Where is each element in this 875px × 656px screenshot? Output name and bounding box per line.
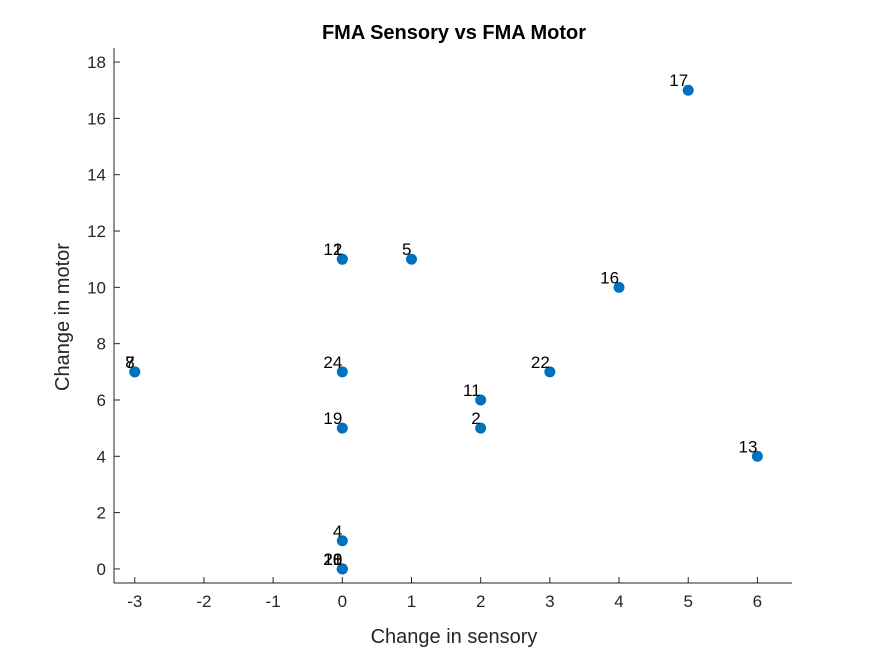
data-point (613, 281, 625, 293)
data-point (682, 84, 694, 96)
y-tick-label: 16 (87, 109, 106, 128)
data-point-label: 5 (402, 240, 411, 259)
data-point-label: 17 (669, 71, 688, 90)
y-tick-label: 14 (87, 166, 106, 185)
x-tick-label: 5 (683, 592, 692, 611)
data-point (336, 422, 348, 434)
data-point-label: 19 (323, 409, 342, 428)
data-point (475, 394, 487, 406)
data-point-label: 21 (323, 550, 342, 569)
data-point-label: 20 (323, 550, 342, 569)
data-points (129, 84, 763, 575)
y-tick-label: 18 (87, 53, 106, 72)
data-point (405, 253, 417, 265)
x-tick-label: -2 (196, 592, 211, 611)
y-tick-label: 2 (97, 504, 106, 523)
data-point-label: 7 (125, 353, 134, 372)
data-point-label: 11 (463, 381, 481, 400)
data-point-label: 18 (323, 550, 342, 569)
x-axis-label: Change in sensory (371, 626, 538, 648)
data-point-label: 2 (471, 409, 480, 428)
x-tick-label: 4 (614, 592, 623, 611)
data-point (336, 563, 348, 575)
y-tick-label: 10 (87, 278, 106, 297)
data-point-label: 1 (333, 240, 342, 259)
data-point (336, 253, 348, 265)
y-tick-label: 8 (97, 335, 106, 354)
x-tick-label: 0 (338, 592, 347, 611)
y-tick-label: 4 (97, 447, 106, 466)
data-point-label: 24 (323, 353, 342, 372)
y-tick-label: 0 (97, 560, 106, 579)
data-point-label: 12 (323, 240, 342, 259)
x-tick-label: 3 (545, 592, 554, 611)
data-point (129, 366, 141, 378)
y-tick-label: 12 (87, 222, 106, 241)
data-point (336, 535, 348, 547)
data-point (475, 422, 487, 434)
x-tick-label: 6 (753, 592, 762, 611)
chart-title: FMA Sensory vs FMA Motor (322, 22, 586, 44)
x-tick-label: -3 (127, 592, 142, 611)
data-point (544, 366, 556, 378)
data-point-label: 16 (600, 268, 619, 287)
y-axis-label: Change in motor (52, 243, 74, 391)
data-point-label: 22 (531, 353, 550, 372)
data-point-label: 13 (738, 437, 757, 456)
data-point (336, 366, 348, 378)
x-tick-label: 2 (476, 592, 485, 611)
y-tick-label: 6 (97, 391, 106, 410)
data-point-label: 4 (333, 522, 342, 541)
data-point-label: 8 (125, 353, 134, 372)
x-tick-label: 1 (407, 592, 416, 611)
x-tick-label: -1 (266, 592, 281, 611)
data-point (751, 450, 763, 462)
